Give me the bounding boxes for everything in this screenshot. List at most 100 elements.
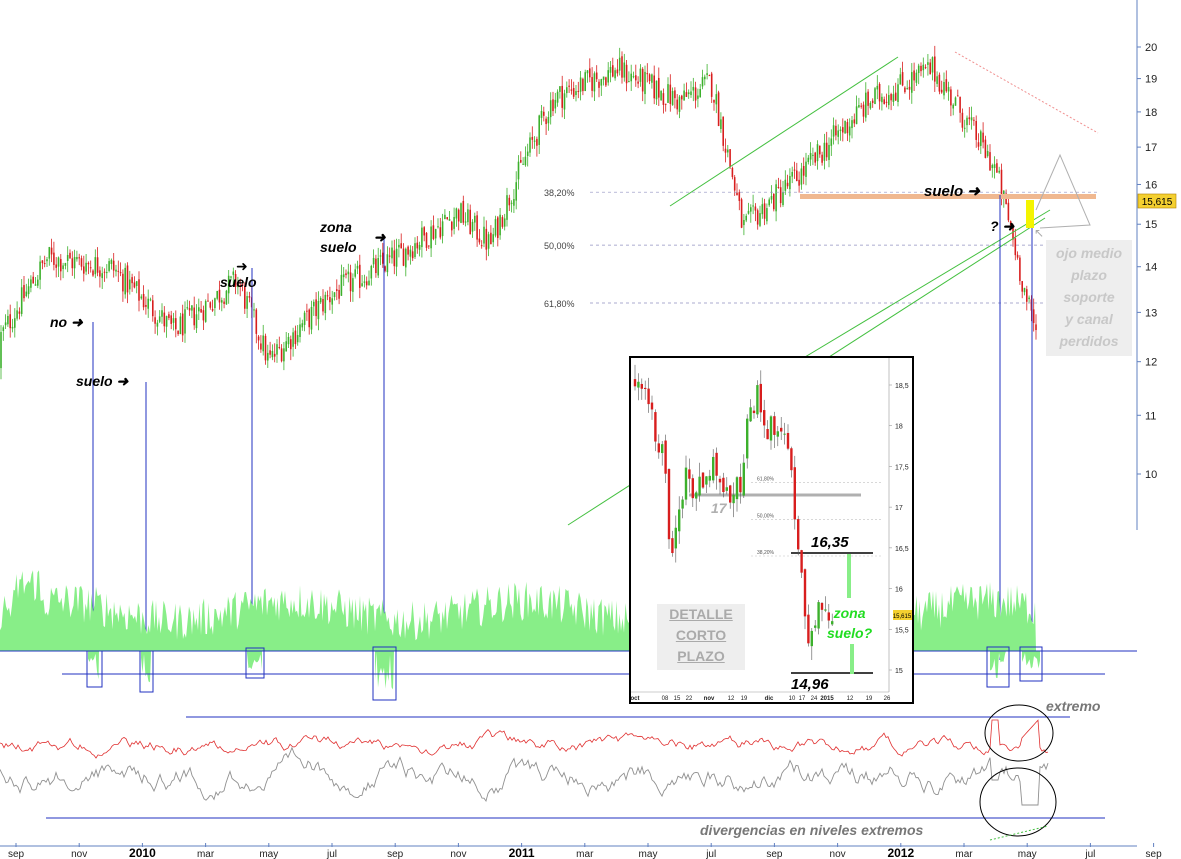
volume-dip [88,651,99,680]
inset-candle [780,417,783,441]
inset-candle [650,395,654,420]
candle [216,290,218,301]
candle [678,95,681,119]
candle [2,325,5,341]
candle [421,220,423,258]
candle [943,72,945,100]
inset-last-price-tag: 15,615 [893,610,912,620]
candle [842,118,844,142]
candle [165,315,168,338]
candle [87,261,90,275]
inset-candle [644,380,647,400]
candle [754,203,757,222]
inset-candle [681,496,684,519]
x-tick-label: jul [1084,849,1095,859]
candle [375,254,377,278]
candle [476,211,478,247]
candle [508,194,511,211]
candle [823,133,826,170]
candle [904,86,906,94]
volume-dip [247,651,262,670]
candle [637,76,639,89]
candle [453,207,455,235]
candle [319,296,322,305]
candle [658,67,660,106]
candle [575,84,577,102]
candle [483,216,485,248]
candle [140,294,143,300]
candle [359,254,361,299]
candle [952,103,954,116]
candle [271,344,274,361]
candle [287,332,290,348]
candle [533,136,536,149]
inset-x-tick-label: 08 [662,696,669,702]
inset-candle [661,441,664,466]
fib-label: 38,20% [544,188,575,198]
candle [1026,285,1028,311]
candle [1016,251,1019,260]
inset-y-tick-label: 17 [895,505,903,512]
candle [262,324,264,356]
inset-candle [810,627,813,660]
candle [296,325,299,346]
candle [876,75,879,100]
candle [158,310,161,324]
candle [628,71,630,83]
inset-x-tick-label: 24 [811,696,818,702]
candle [816,140,819,170]
candle [239,278,241,297]
candle [906,80,908,90]
inset-candle [691,474,694,508]
candle [582,77,584,96]
candle [623,53,626,82]
candle [612,57,614,78]
candle [398,239,400,258]
inset-candle [695,490,698,511]
candle [775,179,777,222]
candle [402,243,405,267]
candle [269,341,271,359]
candle [347,263,350,283]
candle [384,265,386,273]
candle [710,71,713,103]
inset-y-tick-label: 17,5 [895,464,909,471]
inset-candle [729,484,732,509]
candle [202,305,205,331]
candle [819,145,821,158]
candle [821,151,823,166]
candle [561,75,563,118]
y-tick-label: 11 [1145,410,1156,422]
annotation-suelo-1: suelo ➜ [76,373,129,389]
y-axis-ticks: 10 11 12 13 14 15 16 17 18 19 20 [1137,42,1157,481]
candle [699,83,701,98]
inset-candle [705,476,708,494]
candle [349,264,352,302]
x-tick-label: sep [8,849,25,859]
candle [273,343,276,363]
candle [554,92,557,114]
inset-candle [783,422,786,445]
candle [883,96,885,105]
candle [138,271,140,312]
candle [142,285,145,311]
candle [662,88,665,114]
candle [538,114,540,154]
candle [828,137,830,168]
inset-x-tick-label: 19 [741,696,748,702]
candle [400,233,402,249]
candle [980,129,982,154]
candle [851,116,853,139]
candle [62,262,64,279]
candle [9,304,11,338]
candle [430,220,432,257]
candle [708,74,711,77]
candle [255,308,258,344]
candle [545,116,547,135]
candle [890,92,892,111]
x-tick-label: 2011 [509,846,535,859]
candle [418,241,421,257]
candle [221,297,223,312]
candle [214,297,216,316]
candle [365,276,368,290]
